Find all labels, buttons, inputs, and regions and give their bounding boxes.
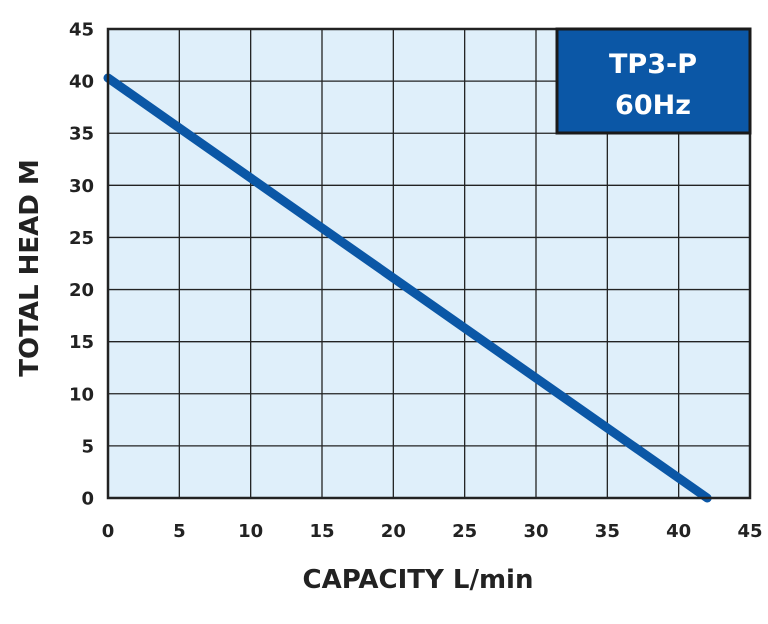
y-axis-title: TOTAL HEAD M xyxy=(15,159,45,376)
tick-labels: 0 5 10 15 20 25 30 35 40 45 0 5 10 15 20 25 30 35 40 45 xyxy=(69,20,763,543)
y-tick-label: 10 xyxy=(69,384,94,405)
y-tick-label: 30 xyxy=(69,176,94,197)
model-badge: TP3-P 60Hz xyxy=(555,27,752,135)
series-lines xyxy=(103,73,712,503)
y-tick-label: 0 xyxy=(81,489,94,510)
badge-box xyxy=(555,27,752,135)
y-tick-label: 35 xyxy=(69,124,94,145)
badge-frequency-text: 60Hz xyxy=(615,90,691,121)
x-tick-label: 0 xyxy=(102,521,115,542)
y-tick-label: 25 xyxy=(69,228,94,249)
x-tick-label: 5 xyxy=(173,521,186,542)
x-tick-label: 40 xyxy=(666,521,691,542)
plot-frame xyxy=(106,27,752,500)
x-tick-label: 30 xyxy=(523,521,548,542)
y-tick-label: 20 xyxy=(69,280,94,301)
badge-model-text: TP3-P xyxy=(609,49,697,80)
x-tick-label: 35 xyxy=(595,521,620,542)
x-tick-label: 25 xyxy=(452,521,477,542)
y-tick-label: 45 xyxy=(69,20,94,41)
y-tick-label: 40 xyxy=(69,72,94,93)
x-tick-label: 20 xyxy=(381,521,406,542)
x-axis-title: CAPACITY L/min xyxy=(303,565,534,595)
y-tick-label: 5 xyxy=(81,436,94,457)
x-tick-label: 45 xyxy=(737,521,762,542)
x-tick-label: 10 xyxy=(238,521,263,542)
x-tick-label: 15 xyxy=(309,521,334,542)
y-tick-label: 15 xyxy=(69,332,94,353)
performance-curve-line xyxy=(103,73,712,503)
